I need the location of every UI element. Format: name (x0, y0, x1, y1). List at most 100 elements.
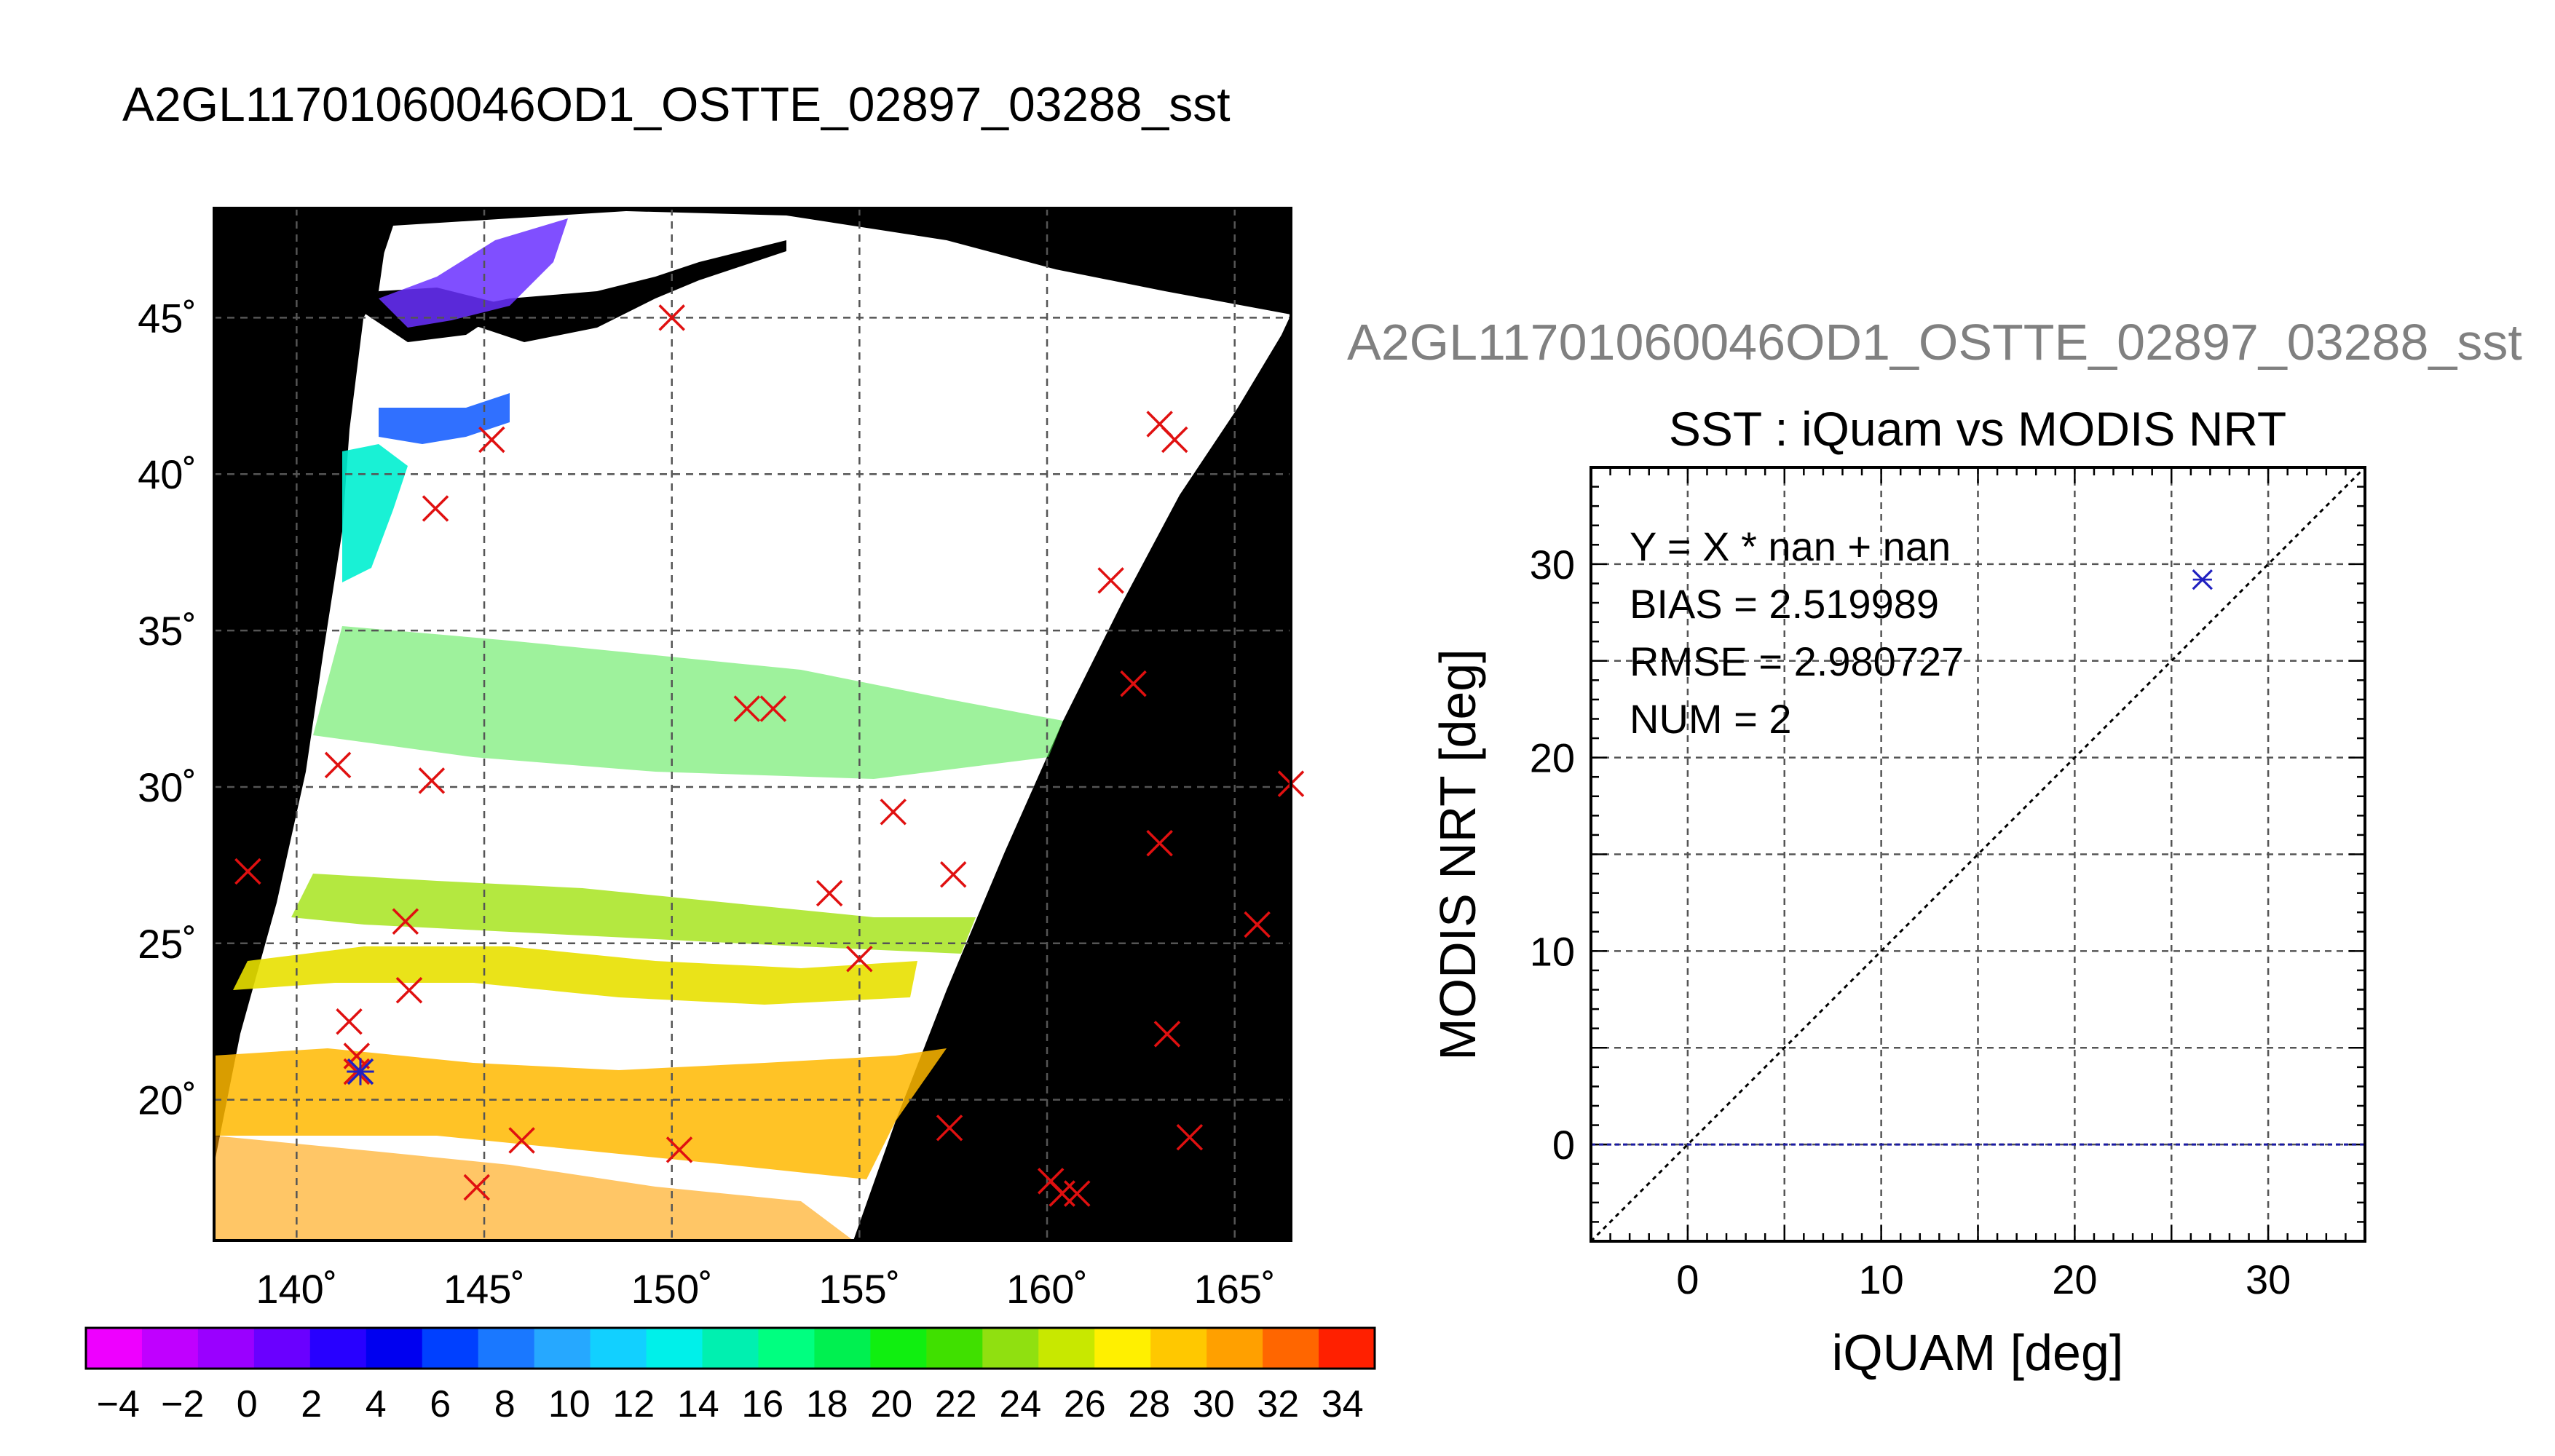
sst-band-coastal (379, 393, 510, 444)
colorbar-tick-label: 10 (548, 1383, 591, 1425)
insitu-marker (658, 304, 685, 331)
colorbar-tick-label: 28 (1128, 1383, 1170, 1425)
num-value: NUM = 2 (1630, 696, 1792, 742)
sst-band-green (313, 626, 1063, 779)
insitu-marker (880, 799, 907, 826)
insitu-marker (324, 751, 352, 779)
map-x-tick-label: 160˚ (1006, 1266, 1088, 1312)
colorbar-tick-label: 2 (301, 1383, 322, 1425)
scatter-y-tick-label: 30 (1530, 542, 1575, 587)
colorbar-cell (253, 1328, 311, 1369)
colorbar-tick-label: 20 (870, 1383, 912, 1425)
insitu-marker (666, 1136, 693, 1163)
sst-band-cold (379, 218, 568, 328)
map-x-tick-label: 155˚ (818, 1266, 900, 1312)
map-y-tick-label: 35˚ (138, 608, 197, 654)
identity-line (1591, 467, 2365, 1241)
map-y-tick-label: 30˚ (138, 764, 197, 810)
insitu-marker (936, 1115, 963, 1142)
insitu-marker (1120, 670, 1147, 697)
colorbar-tick-label: 22 (935, 1383, 977, 1425)
insitu-marker (816, 879, 843, 907)
insitu-marker (395, 977, 423, 1004)
land-mask-north (437, 240, 786, 342)
insitu-marker (418, 767, 446, 794)
colorbar-cell (758, 1328, 816, 1369)
colorbar-tick-label: 18 (806, 1383, 848, 1425)
scatter-subtitle: A2GL11701060046OD1_OSTTE_02897_03288_sst (1347, 314, 2522, 371)
insitu-marker (1161, 426, 1188, 454)
scatter-x-tick-label: 0 (1676, 1257, 1699, 1302)
colorbar-tick-label: 6 (430, 1383, 451, 1425)
map-x-tick-label: 165˚ (1194, 1266, 1276, 1312)
insitu-marker (759, 695, 787, 722)
map-y-tick-label: 45˚ (138, 295, 197, 341)
colorbar-tick-label: −4 (97, 1383, 140, 1425)
insitu-marker (392, 908, 419, 935)
colorbar-cell (1038, 1328, 1095, 1369)
colorbar-cell (1263, 1328, 1319, 1369)
colorbar-cell (646, 1328, 703, 1369)
figure-title: A2GL11701060046OD1_OSTTE_02897_03288_sst (122, 77, 1231, 131)
map-grid (214, 208, 1291, 1241)
colorbar-tick-label: 30 (1193, 1383, 1235, 1425)
colorbar-cell (1094, 1328, 1151, 1369)
insitu-marker (1176, 1123, 1204, 1151)
colorbar-tick-label: 0 (237, 1383, 258, 1425)
colorbar-tick-label: 34 (1322, 1383, 1364, 1425)
colorbar-tick-label: 12 (612, 1383, 655, 1425)
insitu-marker (1097, 567, 1124, 594)
scatter-panel: 0 10 20 30 0 10 20 30 Y = X * nan + nan BIAS = … (1530, 466, 2366, 1302)
sst-band-orange-2 (214, 1136, 853, 1241)
colorbar-cell (309, 1328, 367, 1369)
sst-field (214, 218, 1063, 1241)
colorbar-cell (197, 1328, 255, 1369)
colorbar-cell (1319, 1328, 1375, 1369)
scatter-x-tick-label: 30 (2246, 1257, 2291, 1302)
scatter-points (2192, 569, 2213, 590)
colorbar-tick-label: −2 (161, 1383, 204, 1425)
insitu-marker (733, 695, 761, 722)
colorbar-cell (1150, 1328, 1207, 1369)
colorbar-cell (478, 1328, 535, 1369)
bias-value: BIAS = 2.519989 (1630, 581, 1939, 627)
scatter-point (2192, 569, 2213, 590)
map-x-tick-label: 140˚ (256, 1266, 337, 1312)
rmse-value: RMSE = 2.980727 (1630, 638, 1964, 684)
insitu-marker (336, 1008, 363, 1035)
colorbar-cell (870, 1328, 927, 1369)
colorbar-tick-label: 14 (677, 1383, 719, 1425)
map-y-tick-label: 25˚ (138, 921, 197, 967)
scatter-tick-labels: 0 10 20 30 0 10 20 30 (1530, 542, 2291, 1302)
colorbar-cells (86, 1328, 1375, 1369)
colorbar-tick-label: 26 (1064, 1383, 1106, 1425)
colorbar-cell (982, 1328, 1039, 1369)
scatter-frame (1590, 466, 2366, 1243)
map-panel: 140˚ 145˚ 150˚ 155˚ 160˚ 165˚ 20˚ 25˚ 30˚ 35˚ 40˚ 4… (138, 207, 1305, 1312)
y-axis-label: MODIS NRT [deg] (1429, 649, 1486, 1060)
map-x-tick-label: 145˚ (443, 1266, 525, 1312)
insitu-marker (463, 1174, 490, 1201)
colorbar-tick-labels: −4 −2 0 2 4 6 8 10 12 14 16 18 20 22 24 26 28 30 32 34 (97, 1383, 1364, 1425)
colorbar-tick-label: 32 (1257, 1383, 1299, 1425)
colorbar-frame (84, 1326, 1376, 1370)
map-y-tick-label: 40˚ (138, 451, 197, 497)
colorbar-cell (590, 1328, 647, 1369)
sst-band-orange (214, 1048, 947, 1179)
colorbar-cell (702, 1328, 759, 1369)
insitu-marker (1153, 1021, 1181, 1048)
colorbar-tick-label: 24 (999, 1383, 1041, 1425)
colorbar-cell (366, 1328, 423, 1369)
scatter-x-tick-label: 20 (2052, 1257, 2097, 1302)
map-tick-labels: 140˚ 145˚ 150˚ 155˚ 160˚ 165˚ 20˚ 25˚ 30˚ 35˚ 40˚ 4… (138, 295, 1276, 1312)
insitu-marker (1244, 911, 1271, 938)
colorbar-tick-label: 4 (366, 1383, 387, 1425)
insitu-marker (1146, 830, 1173, 857)
insitu-marker (422, 495, 449, 522)
colorbar-cell (814, 1328, 871, 1369)
colorbar-cell (534, 1328, 591, 1369)
colorbar-tick-label: 16 (741, 1383, 783, 1425)
colorbar: −4 −2 0 2 4 6 8 10 12 14 16 18 20 22 24 26 28 30 32 34 (84, 1326, 1376, 1425)
sst-band-yellow (233, 946, 917, 1005)
